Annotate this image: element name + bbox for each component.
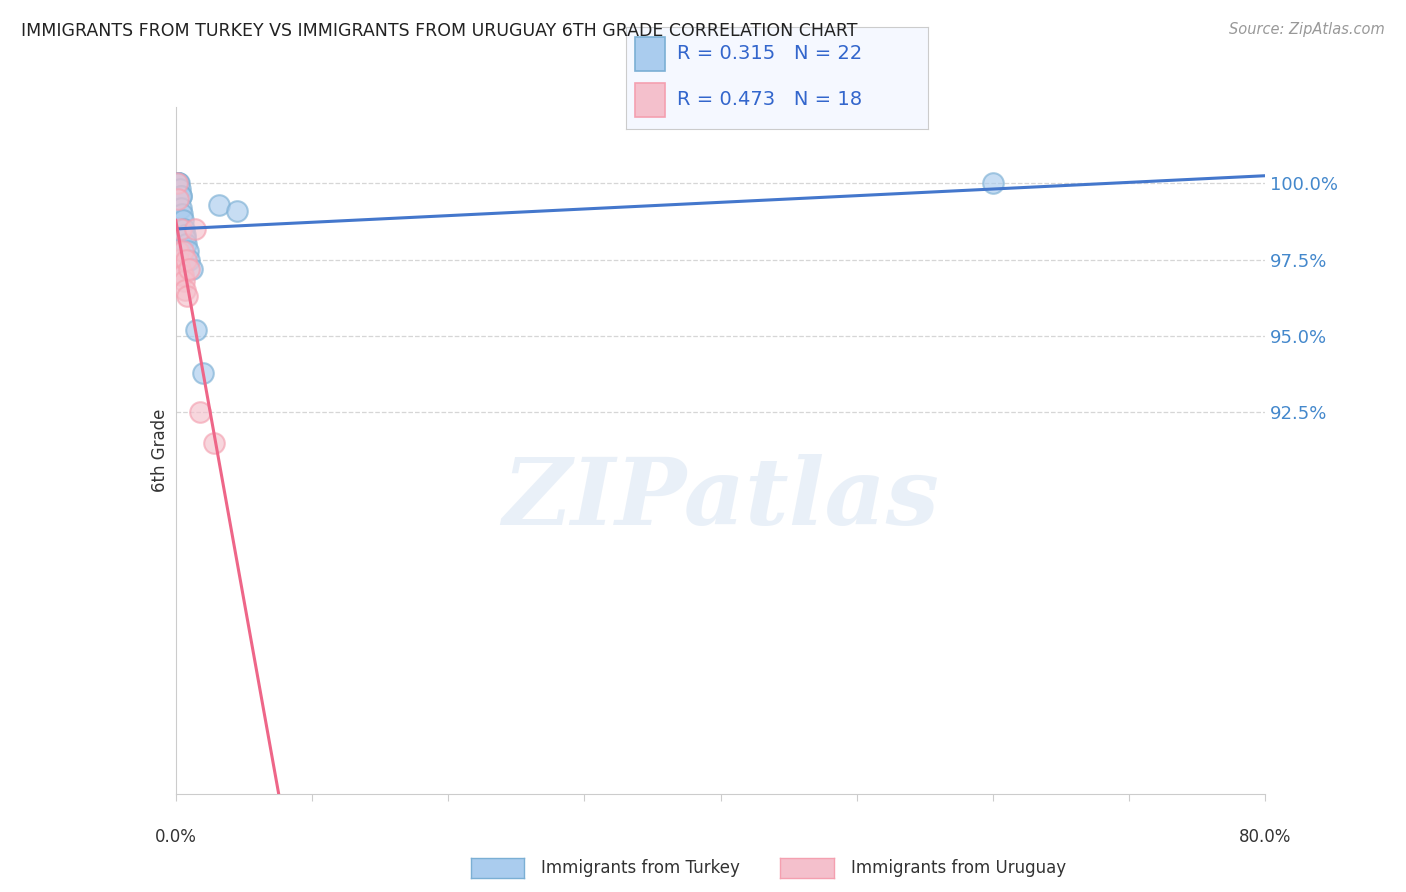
Text: Source: ZipAtlas.com: Source: ZipAtlas.com	[1229, 22, 1385, 37]
FancyBboxPatch shape	[634, 37, 665, 70]
Point	[202, 435, 225, 450]
Point	[167, 177, 190, 191]
FancyBboxPatch shape	[634, 83, 665, 117]
Point	[167, 177, 190, 191]
Text: R = 0.315   N = 22: R = 0.315 N = 22	[678, 44, 862, 63]
Point	[174, 283, 197, 297]
Point	[166, 177, 188, 191]
Text: Immigrants from Turkey: Immigrants from Turkey	[541, 859, 740, 877]
Text: IMMIGRANTS FROM TURKEY VS IMMIGRANTS FROM URUGUAY 6TH GRADE CORRELATION CHART: IMMIGRANTS FROM TURKEY VS IMMIGRANTS FRO…	[21, 22, 858, 40]
Point	[169, 188, 191, 202]
Point	[186, 323, 208, 337]
Point	[170, 201, 193, 215]
Point	[208, 198, 231, 212]
Text: R = 0.473   N = 18: R = 0.473 N = 18	[678, 90, 862, 109]
Text: 80.0%: 80.0%	[1239, 828, 1292, 847]
Point	[177, 244, 200, 258]
Point	[170, 222, 193, 236]
Point	[169, 268, 191, 282]
Point	[191, 366, 214, 380]
Point	[172, 213, 194, 227]
Point	[173, 228, 195, 243]
Text: Immigrants from Uruguay: Immigrants from Uruguay	[851, 859, 1066, 877]
Point	[179, 252, 201, 267]
Point	[176, 289, 198, 303]
Point	[188, 405, 211, 419]
Point	[167, 192, 190, 206]
Point	[174, 237, 197, 252]
Point	[174, 252, 197, 267]
Point	[166, 177, 188, 191]
Point	[166, 244, 188, 258]
Point	[169, 261, 191, 276]
Point	[173, 222, 195, 236]
Point	[169, 188, 191, 202]
Point	[226, 203, 249, 218]
Point	[173, 274, 195, 288]
Point	[172, 244, 194, 258]
Point	[167, 259, 190, 273]
Point	[174, 231, 197, 245]
Point	[166, 177, 188, 191]
Y-axis label: 6th Grade: 6th Grade	[150, 409, 169, 492]
Point	[981, 177, 1004, 191]
Point	[172, 268, 194, 282]
Text: 0.0%: 0.0%	[155, 828, 197, 847]
Point	[167, 252, 190, 267]
Point	[169, 182, 191, 196]
Point	[170, 207, 193, 221]
Point	[181, 261, 204, 276]
Point	[179, 261, 201, 276]
Text: ZIPatlas: ZIPatlas	[502, 453, 939, 543]
Point	[184, 222, 207, 236]
